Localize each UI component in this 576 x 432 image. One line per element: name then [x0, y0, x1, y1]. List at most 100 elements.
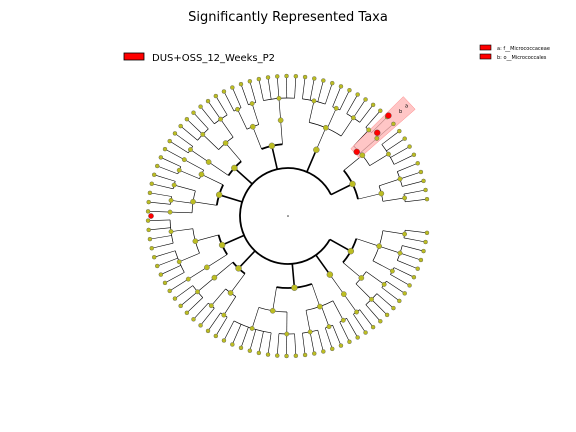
- branch-edge: [249, 329, 257, 351]
- branch-edge: [258, 331, 264, 353]
- taxon-node: [302, 352, 308, 358]
- branch-edge: [207, 312, 221, 332]
- taxon-node: [256, 76, 262, 82]
- taxon-node: [152, 172, 157, 177]
- branch-edge: [225, 142, 242, 162]
- branch-edge: [402, 180, 424, 187]
- taxon-node: [354, 309, 359, 315]
- branch-edge: [179, 169, 200, 180]
- taxon-node: [374, 135, 380, 141]
- taxon-node: [184, 310, 190, 316]
- taxon-node: [200, 132, 206, 137]
- taxon-node: [389, 268, 395, 274]
- taxon-node: [386, 151, 391, 157]
- taxon-node: [195, 289, 200, 295]
- branch-edge: [169, 278, 189, 292]
- branch-edge: [202, 134, 219, 150]
- taxon-node: [415, 161, 420, 166]
- taxon-node: [168, 229, 174, 235]
- branch-edge: [372, 260, 393, 272]
- branch-edge: [179, 252, 200, 263]
- branch-edge: [180, 291, 198, 307]
- taxon-node: [421, 248, 426, 254]
- branch-edge: [405, 229, 428, 234]
- branch-edge: [379, 245, 401, 254]
- taxon-node: [347, 339, 352, 344]
- branch-edge: [359, 309, 374, 328]
- taxon-node: [338, 84, 344, 89]
- significant-taxon-node: [148, 213, 154, 219]
- taxa-key-swatch-b: [479, 53, 492, 60]
- taxon-node: [211, 274, 218, 281]
- branch-edge: [346, 94, 358, 114]
- taxon-node: [291, 284, 298, 291]
- branch-edge: [278, 98, 281, 121]
- branch-edge: [359, 104, 374, 123]
- legend: DUS+OSS_12_Weeks_P2: [123, 52, 275, 64]
- taxon-node: [391, 121, 396, 127]
- taxon-node: [152, 255, 157, 260]
- branch-edge: [343, 293, 357, 313]
- taxon-node: [322, 124, 329, 131]
- branch-edge: [309, 78, 315, 101]
- branch-edge: [186, 118, 203, 135]
- branch-edge: [221, 234, 245, 246]
- taxon-node: [221, 338, 227, 343]
- taxon-node: [249, 326, 255, 331]
- branch-edge: [280, 120, 283, 145]
- branch-edge: [376, 293, 394, 309]
- branch-edge: [170, 211, 193, 214]
- taxon-node: [355, 92, 360, 97]
- taxon-node: [359, 152, 366, 159]
- taxon-node: [168, 197, 174, 203]
- taxon-node: [167, 209, 173, 215]
- branch-edge: [223, 296, 237, 316]
- branch-edge: [325, 83, 333, 105]
- taxon-node: [293, 353, 299, 358]
- branch-edge: [170, 228, 193, 232]
- branch-edge: [399, 171, 422, 180]
- branch-edge: [208, 161, 229, 176]
- branch-edge: [353, 99, 366, 118]
- branch-edge: [308, 100, 315, 123]
- taxon-node: [176, 259, 182, 265]
- legend-swatch: [123, 52, 145, 61]
- branch-edge: [223, 320, 235, 341]
- branch-edge: [302, 333, 306, 355]
- taxon-node: [188, 147, 193, 153]
- branch-edge: [249, 81, 257, 103]
- taxon-node: [247, 348, 253, 353]
- branch-edge: [180, 125, 198, 141]
- taxon-node: [222, 140, 229, 146]
- taxon-node: [231, 164, 238, 172]
- branch-edge: [405, 198, 428, 203]
- taxon-node: [145, 218, 151, 223]
- branch-edge: [311, 283, 321, 307]
- taxon-node: [378, 190, 385, 197]
- branch-edge: [151, 183, 174, 190]
- taxon-node: [407, 283, 412, 288]
- branch-edge: [366, 271, 385, 285]
- taxon-node: [198, 171, 205, 178]
- taxon-node: [205, 159, 212, 165]
- taxon-node: [149, 181, 154, 186]
- branch-edge: [321, 305, 330, 327]
- taxon-node: [366, 127, 372, 133]
- branch-edge: [197, 277, 215, 292]
- branch-edge: [306, 149, 318, 173]
- branch-edge: [233, 167, 253, 185]
- taxon-node: [402, 195, 408, 201]
- branch-edge: [251, 103, 260, 125]
- taxon-node: [355, 335, 360, 340]
- taxon-node: [218, 116, 223, 122]
- taxon-node: [158, 272, 164, 277]
- taxon-node: [213, 93, 219, 99]
- branch-edge: [379, 178, 401, 187]
- branch-edge: [382, 230, 405, 235]
- legend-label: DUS+OSS_12_Weeks_P2: [152, 53, 275, 64]
- branch-edge: [294, 333, 297, 356]
- taxon-node: [198, 104, 203, 109]
- branch-edge: [326, 108, 337, 129]
- taxon-node: [192, 238, 199, 244]
